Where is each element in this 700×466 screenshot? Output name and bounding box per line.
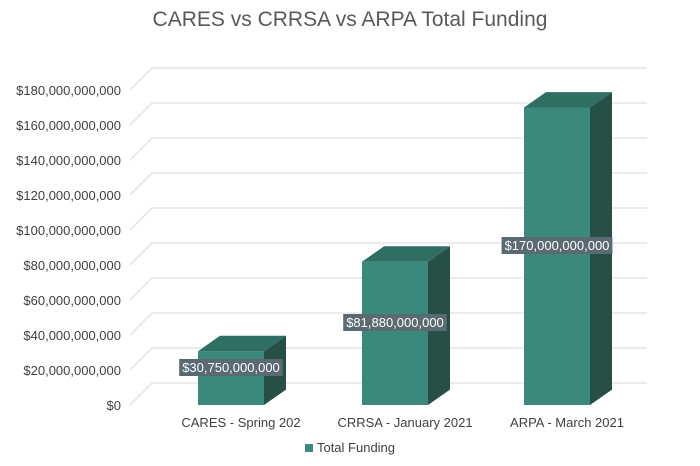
gridline (129, 242, 647, 266)
data-label-bg (343, 314, 447, 331)
gridline (129, 137, 647, 161)
gridline (129, 277, 647, 301)
y-tick-label: $40,000,000,000 (23, 328, 121, 343)
bar-top (524, 92, 612, 108)
data-label-bg (501, 237, 613, 254)
gridline (129, 207, 647, 231)
data-label-bg (179, 359, 283, 376)
y-tick-label: $20,000,000,000 (23, 363, 121, 378)
gridline (129, 347, 647, 371)
x-tick-label: CARES - Spring 202 (181, 415, 300, 430)
legend-swatch (304, 444, 313, 452)
gridline (129, 67, 647, 91)
x-tick-label: CRRSA - January 2021 (337, 415, 472, 430)
y-tick-label: $140,000,000,000 (16, 153, 121, 168)
x-tick-label: ARPA - March 2021 (510, 415, 624, 430)
gridline (129, 172, 647, 196)
gridline (129, 102, 647, 126)
bar-front (524, 107, 590, 405)
bar-top (362, 246, 450, 262)
y-tick-label: $120,000,000,000 (16, 188, 121, 203)
y-tick-label: $160,000,000,000 (16, 118, 121, 133)
y-tick-label: $80,000,000,000 (23, 258, 121, 273)
y-tick-label: $180,000,000,000 (16, 83, 121, 98)
gridline (129, 312, 647, 336)
y-tick-label: $60,000,000,000 (23, 293, 121, 308)
data-label: $170,000,000,000 (505, 238, 610, 253)
data-label: $30,750,000,000 (182, 360, 280, 375)
data-label: $81,880,000,000 (346, 315, 444, 330)
bar-top (198, 335, 286, 352)
legend-label: Total Funding (316, 440, 396, 455)
y-tick-label: $100,000,000,000 (16, 223, 121, 238)
bar-front (362, 261, 428, 405)
y-tick-label: $0 (107, 398, 121, 413)
gridline (129, 382, 647, 406)
legend: Total Funding (0, 440, 700, 455)
chart-title: CARES vs CRRSA vs ARPA Total Funding (152, 8, 548, 31)
